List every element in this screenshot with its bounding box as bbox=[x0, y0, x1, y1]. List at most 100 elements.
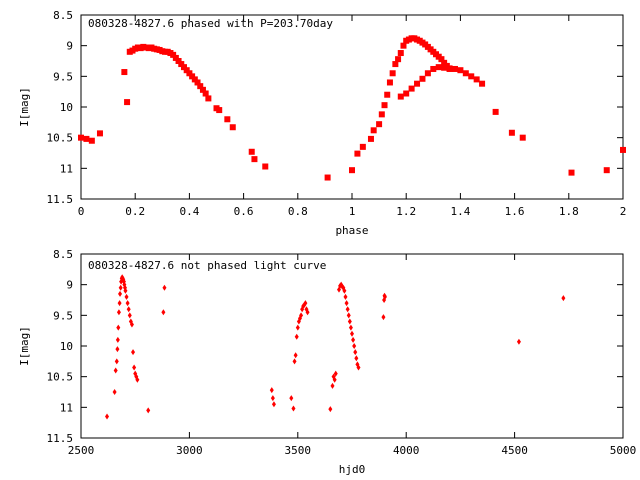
data-point bbox=[438, 56, 445, 63]
data-point bbox=[344, 300, 349, 307]
x-tick-label: 0.4 bbox=[179, 205, 199, 218]
data-point bbox=[292, 358, 297, 365]
data-point bbox=[389, 70, 396, 77]
data-points bbox=[78, 35, 626, 181]
data-point bbox=[328, 406, 333, 413]
data-point bbox=[115, 336, 120, 343]
data-point bbox=[197, 83, 204, 90]
data-point bbox=[330, 382, 335, 389]
x-tick-label: 5000 bbox=[610, 444, 637, 457]
data-point bbox=[451, 65, 458, 72]
data-point bbox=[403, 90, 410, 97]
data-point bbox=[172, 54, 179, 61]
data-point bbox=[83, 135, 90, 142]
data-point bbox=[180, 64, 187, 71]
data-point bbox=[356, 364, 361, 371]
data-point bbox=[516, 338, 521, 345]
y-tick-label: 8.5 bbox=[53, 9, 73, 22]
data-point bbox=[135, 376, 140, 383]
x-tick-label: 4000 bbox=[393, 444, 420, 457]
data-point bbox=[435, 64, 442, 71]
data-point bbox=[124, 293, 129, 300]
data-point bbox=[392, 61, 399, 68]
data-point bbox=[479, 80, 486, 87]
data-point bbox=[294, 333, 299, 340]
x-tick-label: 0.8 bbox=[288, 205, 308, 218]
data-point bbox=[189, 73, 196, 80]
data-point bbox=[519, 134, 526, 141]
data-point bbox=[462, 70, 469, 77]
data-point bbox=[382, 293, 387, 300]
data-point bbox=[345, 306, 350, 313]
data-point bbox=[299, 312, 304, 319]
data-point bbox=[270, 395, 275, 402]
data-point bbox=[333, 370, 338, 377]
data-point bbox=[199, 86, 206, 93]
data-point bbox=[88, 137, 95, 144]
data-point bbox=[112, 389, 117, 395]
data-point bbox=[127, 312, 132, 319]
data-point bbox=[381, 314, 386, 321]
data-point bbox=[441, 64, 448, 71]
tick-marks bbox=[80, 253, 624, 439]
data-point bbox=[351, 336, 356, 343]
y-tick-label: 10.5 bbox=[47, 132, 74, 145]
data-point bbox=[384, 91, 391, 98]
x-tick-label: 1.2 bbox=[396, 205, 416, 218]
x-axis-label: phase bbox=[335, 224, 368, 237]
data-point bbox=[378, 111, 385, 118]
data-point bbox=[492, 108, 499, 115]
data-point bbox=[118, 290, 123, 297]
y-tick-label: 9.5 bbox=[53, 70, 73, 83]
data-point bbox=[473, 76, 480, 83]
data-point bbox=[620, 146, 626, 153]
data-point bbox=[248, 148, 255, 155]
data-point bbox=[508, 129, 515, 136]
data-point bbox=[354, 355, 359, 362]
data-point bbox=[397, 50, 404, 57]
data-point bbox=[354, 150, 361, 157]
data-point bbox=[216, 107, 223, 114]
data-point bbox=[400, 42, 407, 49]
data-point bbox=[370, 127, 377, 134]
data-point bbox=[347, 318, 352, 325]
data-point bbox=[146, 407, 151, 414]
data-point bbox=[191, 76, 198, 83]
data-point bbox=[202, 90, 209, 97]
data-point bbox=[352, 343, 357, 349]
phased-light-curve-panel: 0 0.2 0.4 0.6 0.8 1 1.2 1.4 1.6 1.8 2 8.5 9 9.5 10 10.5… bbox=[18, 9, 626, 237]
unphased-light-curve-panel: 2500 3000 3500 4000 4500 5000 8.5 9 9.5 10 10.5 11 1… bbox=[18, 248, 636, 476]
data-point bbox=[161, 309, 166, 316]
y-tick-label: 9 bbox=[66, 40, 73, 53]
data-point bbox=[117, 300, 122, 307]
data-point bbox=[121, 69, 128, 76]
x-tick-label: 2 bbox=[620, 205, 627, 218]
tick-marks bbox=[80, 14, 624, 200]
data-point bbox=[295, 324, 300, 331]
data-point bbox=[289, 395, 294, 402]
data-point bbox=[115, 346, 120, 353]
data-point bbox=[332, 376, 337, 383]
data-point bbox=[178, 61, 185, 68]
y-tick-label: 10 bbox=[60, 101, 73, 114]
data-point bbox=[430, 65, 437, 72]
x-axis-label: hjd0 bbox=[339, 463, 366, 476]
y-tick-label: 11.5 bbox=[47, 432, 74, 445]
data-point bbox=[359, 143, 366, 150]
data-point bbox=[96, 130, 103, 137]
y-tick-label: 11 bbox=[60, 401, 73, 414]
data-point bbox=[105, 413, 110, 420]
data-point bbox=[381, 102, 388, 109]
data-point bbox=[305, 309, 310, 316]
data-point bbox=[446, 65, 453, 72]
data-point bbox=[293, 352, 298, 359]
data-point bbox=[126, 306, 131, 313]
y-tick-label: 10.5 bbox=[47, 371, 74, 384]
data-point bbox=[346, 312, 351, 319]
data-point bbox=[349, 167, 355, 174]
data-point bbox=[408, 85, 415, 92]
y-tick-label: 8.5 bbox=[53, 248, 73, 261]
data-point bbox=[419, 75, 426, 82]
x-tick-label: 0.2 bbox=[125, 205, 145, 218]
